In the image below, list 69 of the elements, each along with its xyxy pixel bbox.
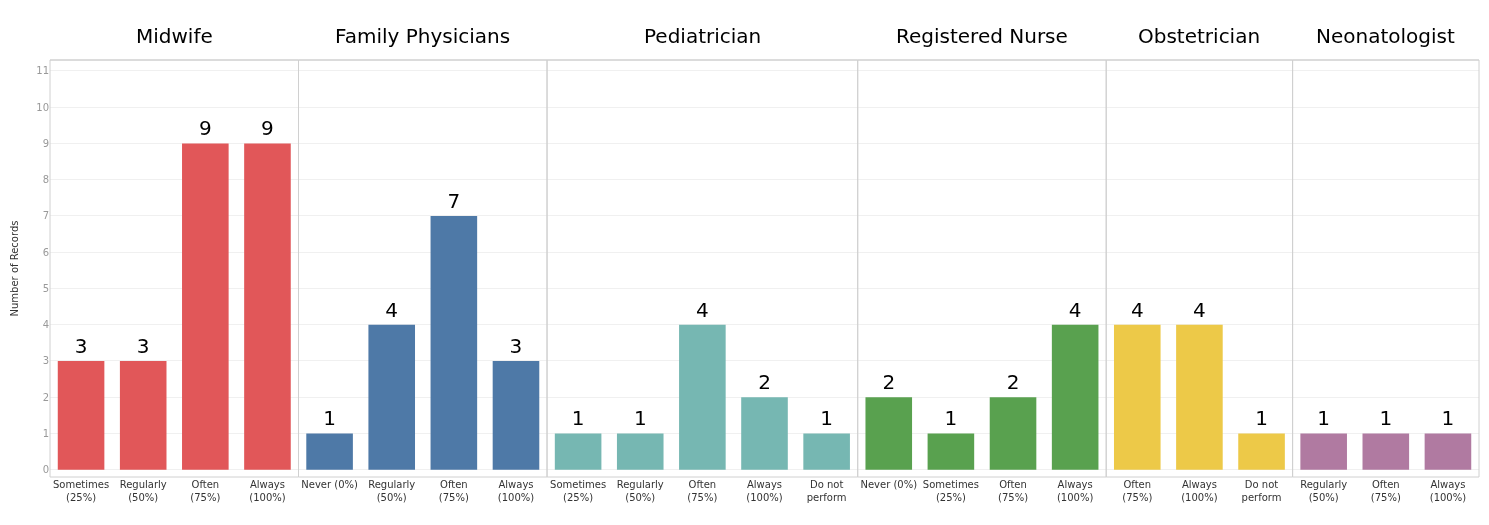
data-label: 4	[696, 297, 709, 322]
y-tick-label: 7	[42, 210, 49, 222]
x-tick-label: Regularly (50%)	[616, 479, 664, 503]
data-label: 9	[261, 116, 274, 141]
y-tick-label: 8	[42, 174, 49, 186]
data-label: 3	[74, 333, 88, 358]
data-label: 1	[944, 406, 958, 431]
y-tick-label: 10	[36, 101, 49, 113]
x-tick-label: Always (100%)	[1429, 479, 1467, 503]
x-tick-label: Often (75%)	[998, 479, 1029, 503]
bar	[306, 433, 353, 470]
bar	[430, 215, 478, 470]
x-tick-label: Always (100%)	[746, 479, 783, 503]
x-tick-label: Do not perform	[1241, 479, 1282, 503]
y-tick-label: 0	[42, 464, 49, 476]
y-tick-label: 9	[42, 137, 49, 149]
data-label: 1	[1379, 406, 1393, 431]
data-label: 4	[385, 297, 399, 322]
x-tick-label: Sometimes (25%)	[550, 479, 607, 503]
x-tick-label: Regularly (50%)	[119, 479, 167, 503]
x-tick-label: Often (75%)	[190, 479, 221, 503]
bar	[368, 324, 416, 470]
data-label: 4	[1130, 297, 1144, 322]
data-label: 4	[1193, 297, 1206, 322]
chart-title: Neonatologist	[1316, 24, 1455, 48]
data-label: 1	[820, 406, 833, 431]
chart-title: Registered Nurse	[896, 24, 1068, 48]
y-tick-label: 4	[42, 319, 49, 331]
data-label: 1	[1441, 406, 1455, 431]
x-tick-label: Regularly (50%)	[1300, 479, 1348, 503]
data-label: 1	[323, 406, 336, 431]
y-tick-label: 2	[42, 391, 49, 403]
x-tick-label: Always (100%)	[1056, 479, 1094, 503]
chart-title: Pediatrician	[644, 24, 762, 48]
data-label: 1	[1317, 406, 1331, 431]
bar	[492, 360, 540, 470]
data-label: 1	[633, 406, 647, 431]
data-label: 2	[1006, 370, 1020, 395]
data-label: 4	[1068, 297, 1082, 322]
x-tick-label: Never (0%)	[301, 479, 359, 490]
y-tick-label: 1	[42, 427, 49, 439]
data-label: 1	[1255, 406, 1268, 431]
chart-title: Midwife	[136, 24, 213, 48]
x-tick-label: Often (75%)	[438, 479, 469, 503]
x-tick-label: Always (100%)	[1181, 479, 1218, 503]
x-tick-label: Always (100%)	[249, 479, 286, 503]
y-axis-title: Number of Records	[9, 220, 21, 317]
data-label: 3	[509, 333, 523, 358]
data-label: 3	[136, 333, 150, 358]
x-tick-label: Often (75%)	[687, 479, 718, 503]
data-label: 7	[447, 188, 461, 213]
chart-title: Obstetrician	[1138, 24, 1261, 48]
y-tick-label: 3	[42, 355, 49, 367]
data-label: 1	[571, 406, 585, 431]
chart-title: Family Physicians	[335, 24, 511, 48]
y-tick-label: 6	[42, 246, 49, 258]
y-tick-label: 5	[42, 282, 49, 294]
x-tick-label: Do not perform	[806, 479, 847, 503]
x-tick-label: Regularly (50%)	[368, 479, 416, 503]
x-tick-label: Never (0%)	[860, 479, 918, 490]
data-label: 9	[198, 116, 212, 141]
x-tick-label: Sometimes (25%)	[52, 479, 110, 503]
data-label: 2	[882, 370, 896, 395]
x-tick-label: Often (75%)	[1122, 479, 1153, 503]
y-tick-label: 11	[36, 65, 49, 77]
data-label: 2	[758, 370, 771, 395]
x-tick-label: Often (75%)	[1370, 479, 1401, 503]
x-tick-label: Always (100%)	[497, 479, 535, 503]
x-tick-label: Sometimes (25%)	[922, 479, 979, 503]
